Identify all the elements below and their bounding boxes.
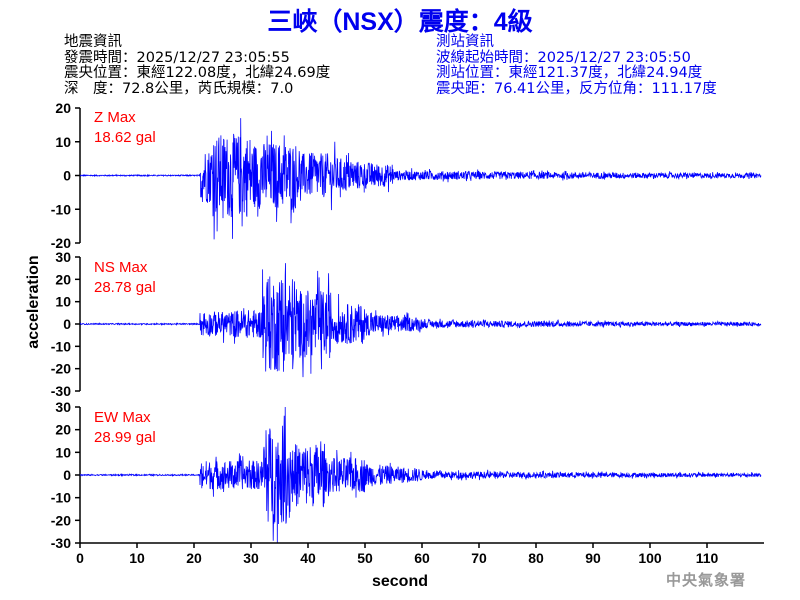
ns-max-name: NS Max	[94, 259, 148, 276]
y-tick-label: -20	[51, 512, 71, 528]
y-tick-label: 20	[55, 271, 71, 287]
y-tick-label: 0	[63, 467, 71, 483]
y-tick-label: 20	[55, 422, 71, 438]
z-max-name: Z Max	[94, 109, 136, 126]
station-location: 測站位置：東經121.37度，北緯24.94度	[436, 65, 703, 81]
ns-max-label: NS Max 28.78 gal	[94, 258, 156, 298]
x-tick-label: 100	[638, 550, 662, 566]
z-max-label: Z Max 18.62 gal	[94, 108, 156, 148]
y-tick-label: 0	[63, 316, 71, 332]
y-tick-label: -10	[51, 338, 71, 354]
depth-magnitude: 深 度：72.8公里，芮氏規模：7.0	[64, 80, 294, 97]
ns-max-value: 28.78 gal	[94, 279, 156, 296]
y-tick-label: -20	[51, 235, 71, 251]
y-tick-label: -30	[51, 383, 71, 399]
x-tick-label: 10	[129, 550, 145, 566]
y-axis-label: acceleration	[25, 255, 42, 348]
x-axis-label: second	[372, 573, 428, 590]
y-tick-label: 30	[55, 399, 71, 415]
x-tick-label: 40	[300, 550, 316, 566]
page-title: 三峽（NSX）震度：4級	[267, 8, 533, 36]
y-tick-label: -20	[51, 361, 71, 377]
x-tick-label: 60	[414, 550, 430, 566]
station-info: 測站資訊 波線起始時間：2025/12/27 23:05:50 測站位置：東經1…	[436, 34, 717, 97]
x-tick-label: 0	[76, 550, 84, 566]
x-tick-label: 90	[585, 550, 601, 566]
waveform-z	[79, 118, 762, 240]
x-tick-label: 30	[243, 550, 259, 566]
x-tick-label: 20	[186, 550, 202, 566]
z-max-value: 18.62 gal	[94, 129, 156, 146]
footer-logo-text: 中央氣象署	[665, 571, 746, 589]
ew-max-value: 28.99 gal	[94, 429, 156, 446]
origin-time: 發震時間：2025/12/27 23:05:55	[64, 49, 290, 66]
x-tick-label: 80	[528, 550, 544, 566]
y-tick-label: 30	[55, 249, 71, 265]
waveform-ns	[79, 263, 762, 378]
earthquake-info: 地震資訊 發震時間：2025/12/27 23:05:55 震央位置：東經122…	[64, 34, 331, 97]
epicenter: 震央位置：東經122.08度，北緯24.69度	[64, 65, 331, 81]
y-tick-label: 10	[55, 444, 71, 460]
earthquake-info-heading: 地震資訊	[64, 34, 122, 50]
ew-max-name: EW Max	[94, 409, 151, 426]
y-tick-label: -30	[51, 535, 71, 551]
y-tick-label: 0	[63, 168, 71, 184]
y-tick-label: 10	[55, 294, 71, 310]
ew-max-label: EW Max 28.99 gal	[94, 408, 156, 448]
station-info-heading: 測站資訊	[436, 34, 494, 50]
x-tick-label: 50	[357, 550, 373, 566]
y-tick-label: 20	[55, 100, 71, 116]
wave-start-time: 波線起始時間：2025/12/27 23:05:50	[436, 49, 691, 66]
y-tick-label: 10	[55, 134, 71, 150]
x-tick-label: 110	[696, 550, 719, 566]
waveform-ew	[79, 406, 762, 544]
y-tick-label: -10	[51, 490, 71, 506]
y-tick-label: -10	[51, 201, 71, 217]
x-tick-label: 70	[471, 550, 487, 566]
epicentral-distance: 震央距：76.41公里，反方位角：111.17度	[436, 80, 717, 97]
